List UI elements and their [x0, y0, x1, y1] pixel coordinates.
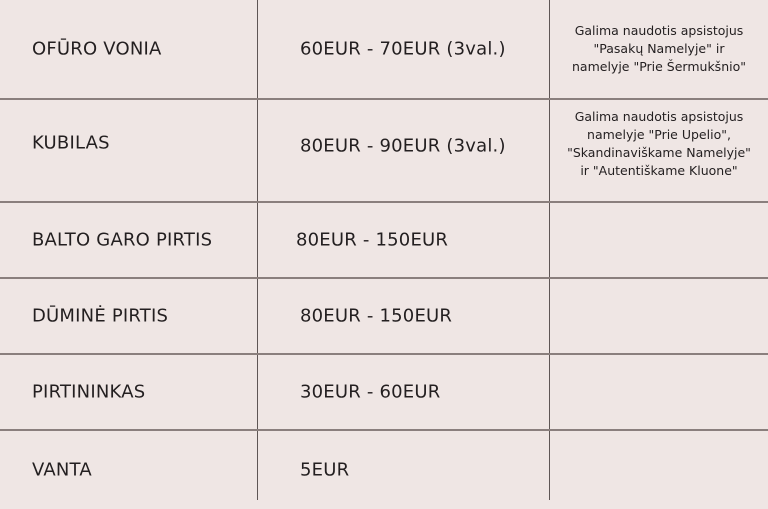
service-name: KUBILAS	[32, 132, 110, 154]
service-name: PIRTININKAS	[32, 381, 146, 403]
service-price: 80EUR - 150EUR	[300, 305, 453, 327]
service-note: Galima naudotis apsistojus namelyje "Pri…	[550, 108, 768, 180]
row-divider	[0, 277, 768, 279]
service-name: OFŪRO VONIA	[32, 38, 162, 60]
service-name: DŪMINĖ PIRTIS	[32, 305, 169, 327]
table-row: KUBILAS 80EUR - 90EUR (3val.) Galima nau…	[0, 100, 768, 201]
table-row: DŪMINĖ PIRTIS 80EUR - 150EUR	[0, 279, 768, 353]
service-price: 80EUR - 150EUR	[296, 229, 449, 251]
table-row: VANTA 5EUR	[0, 431, 768, 509]
service-price: 5EUR	[300, 459, 350, 481]
row-divider	[0, 353, 768, 355]
note-line: "Pasakų Namelyje" ir	[593, 41, 725, 56]
service-price: 80EUR - 90EUR (3val.)	[300, 135, 506, 157]
note-line: ir "Autentiškame Kluone"	[580, 163, 738, 179]
column-divider	[257, 0, 258, 500]
note-line: Galima naudotis apsistojus	[574, 23, 744, 38]
note-line: namelyje "Prie Upelio",	[587, 127, 731, 143]
service-price: 30EUR - 60EUR	[300, 381, 441, 403]
note-line: namelyje "Prie Šermukšnio"	[572, 59, 746, 74]
row-divider	[0, 429, 768, 431]
table-row: OFŪRO VONIA 60EUR - 70EUR (3val.) Galima…	[0, 0, 768, 98]
row-divider	[0, 201, 768, 203]
table-row: BALTO GARO PIRTIS 80EUR - 150EUR	[0, 203, 768, 277]
note-line: "Skandinaviškame Namelyje"	[567, 145, 751, 161]
service-name: VANTA	[32, 459, 92, 481]
note-line: Galima naudotis apsistojus	[574, 109, 744, 125]
column-divider	[549, 0, 550, 500]
table-row: PIRTININKAS 30EUR - 60EUR	[0, 355, 768, 429]
service-name: BALTO GARO PIRTIS	[32, 229, 213, 251]
service-price: 60EUR - 70EUR (3val.)	[300, 38, 506, 60]
row-divider	[0, 98, 768, 100]
service-note: Galima naudotis apsistojus "Pasakų Namel…	[550, 22, 768, 76]
